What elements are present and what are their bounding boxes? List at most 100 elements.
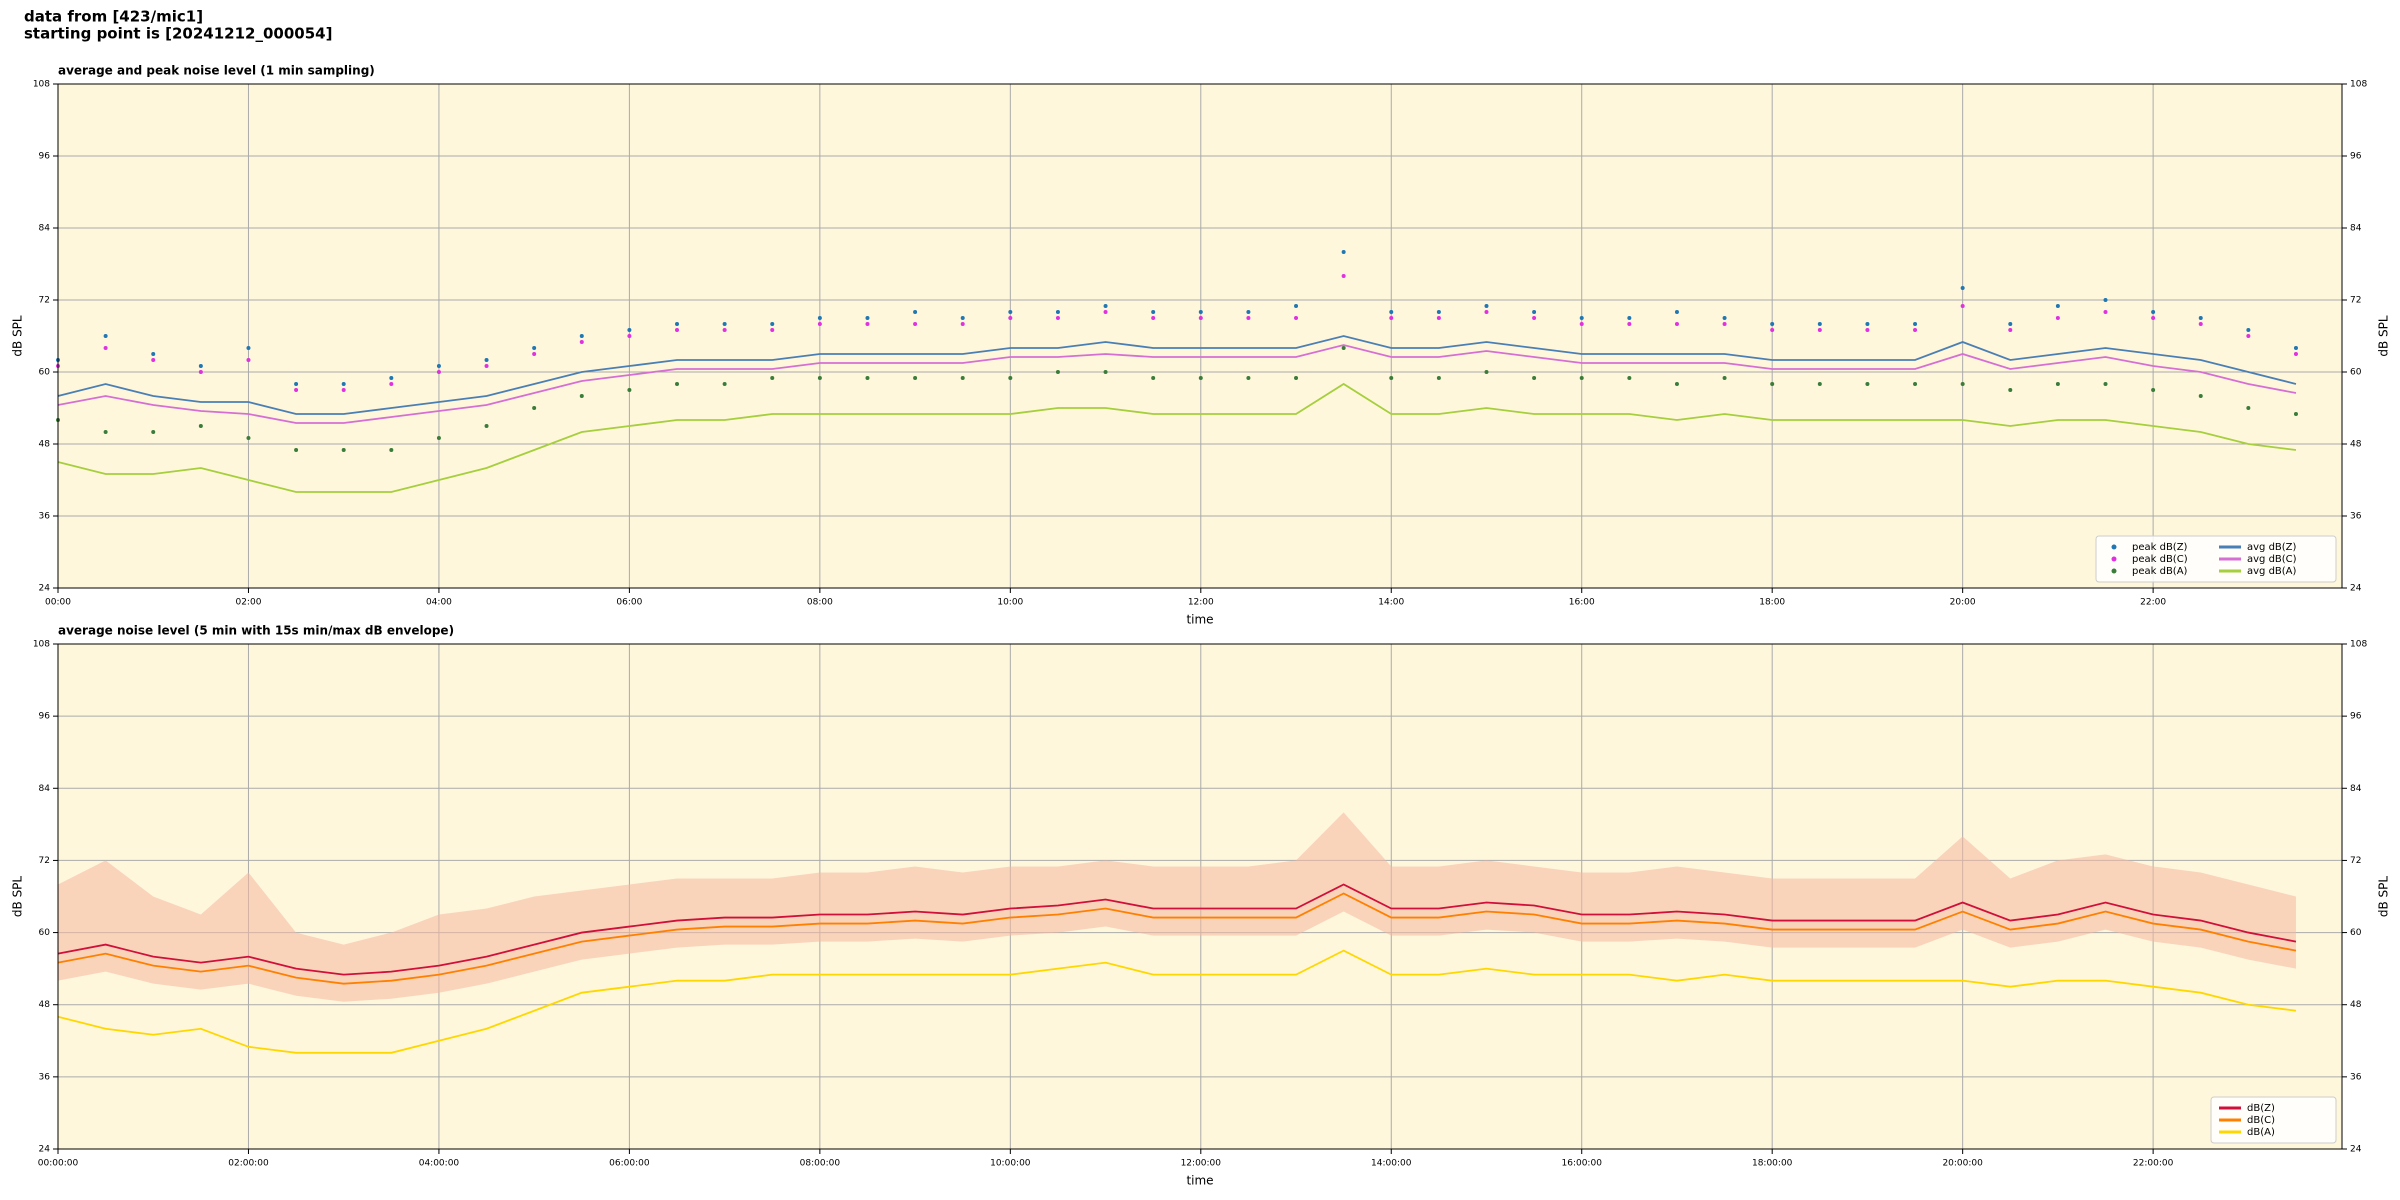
peak-point bbox=[103, 334, 108, 338]
legend-label: dB(Z) bbox=[2247, 1103, 2275, 1114]
suptitle: data from [423/mic1] bbox=[24, 8, 203, 26]
peak-point bbox=[532, 346, 537, 350]
peak-point bbox=[770, 328, 775, 332]
peak-point bbox=[198, 424, 203, 428]
peak-point bbox=[1817, 382, 1822, 386]
legend-box bbox=[2210, 1096, 2337, 1144]
peak-point bbox=[675, 322, 680, 326]
x-tick-label: 20:00 bbox=[1950, 598, 1976, 608]
y2-tick-label: 84 bbox=[2350, 784, 2362, 794]
x-axis-label: time bbox=[1186, 613, 1213, 627]
x-tick-label: 08:00:00 bbox=[800, 1159, 841, 1169]
peak-point bbox=[436, 370, 441, 374]
peak-point bbox=[1151, 316, 1156, 320]
peak-point bbox=[1627, 316, 1632, 320]
peak-point bbox=[484, 424, 489, 428]
peak-point bbox=[865, 322, 870, 326]
peak-point bbox=[294, 448, 299, 452]
legend-label: peak dB(A) bbox=[2132, 566, 2188, 577]
peak-point bbox=[817, 322, 822, 326]
peak-point bbox=[436, 364, 441, 368]
x-tick-label: 14:00 bbox=[1378, 598, 1404, 608]
y2-tick-label: 108 bbox=[2350, 640, 2367, 650]
peak-point bbox=[389, 376, 394, 380]
x-tick-label: 18:00:00 bbox=[1752, 1159, 1793, 1169]
y2-tick-label: 60 bbox=[2350, 368, 2362, 378]
peak-point bbox=[1198, 310, 1203, 314]
series-line bbox=[57, 883, 2297, 976]
peak-point bbox=[627, 328, 632, 332]
x-tick-label: 14:00:00 bbox=[1371, 1159, 1412, 1169]
peak-point bbox=[1627, 322, 1632, 326]
peak-point bbox=[627, 388, 632, 392]
y-tick-label: 60 bbox=[39, 928, 51, 938]
y-tick-label: 60 bbox=[39, 368, 51, 378]
chart-title: average and peak noise level (1 min samp… bbox=[58, 64, 375, 78]
peak-point bbox=[151, 358, 156, 362]
peak-point bbox=[1055, 310, 1060, 314]
peak-point bbox=[865, 376, 870, 380]
x-tick-label: 12:00:00 bbox=[1181, 1159, 1222, 1169]
x-tick-label: 16:00:00 bbox=[1562, 1159, 1603, 1169]
peak-point bbox=[2151, 388, 2156, 392]
peak-point bbox=[960, 376, 965, 380]
peak-point bbox=[1436, 310, 1441, 314]
peak-point bbox=[1246, 376, 1251, 380]
peak-point bbox=[1008, 376, 1013, 380]
x-tick-label: 22:00 bbox=[2140, 598, 2166, 608]
legend-label: avg dB(Z) bbox=[2247, 542, 2297, 553]
peak-point bbox=[1674, 310, 1679, 314]
x-tick-label: 06:00:00 bbox=[609, 1159, 650, 1169]
series-line bbox=[57, 344, 2297, 424]
legend-label: avg dB(A) bbox=[2247, 566, 2297, 577]
y-tick-label: 36 bbox=[39, 512, 51, 522]
peak-point bbox=[960, 322, 965, 326]
peak-point bbox=[2055, 304, 2060, 308]
y-tick-label: 48 bbox=[39, 440, 51, 450]
x-tick-label: 04:00:00 bbox=[419, 1159, 460, 1169]
peak-point bbox=[2151, 310, 2156, 314]
x-tick-label: 04:00 bbox=[426, 598, 452, 608]
peak-point bbox=[1389, 316, 1394, 320]
peak-point bbox=[103, 430, 108, 434]
legend-marker bbox=[2111, 568, 2117, 574]
y-tick-label: 72 bbox=[39, 296, 50, 306]
x-tick-label: 06:00 bbox=[616, 598, 642, 608]
legend-label: peak dB(Z) bbox=[2132, 542, 2188, 553]
y2-tick-label: 96 bbox=[2350, 152, 2362, 162]
peak-point bbox=[1294, 304, 1299, 308]
series-line bbox=[57, 335, 2297, 415]
peak-point bbox=[1008, 310, 1013, 314]
x-tick-label: 20:00:00 bbox=[1942, 1159, 1983, 1169]
peak-point bbox=[2293, 412, 2298, 416]
peak-point bbox=[2293, 352, 2298, 356]
peak-point bbox=[817, 316, 822, 320]
peak-point bbox=[1674, 322, 1679, 326]
peak-point bbox=[484, 364, 489, 368]
peak-point bbox=[2293, 346, 2298, 350]
series-line bbox=[57, 382, 2297, 493]
peak-point bbox=[1246, 310, 1251, 314]
peak-point bbox=[1008, 316, 1013, 320]
peak-point bbox=[341, 448, 346, 452]
peak-point bbox=[1389, 376, 1394, 380]
peak-point bbox=[1579, 322, 1584, 326]
peak-point bbox=[389, 448, 394, 452]
y2-tick-label: 84 bbox=[2350, 224, 2362, 234]
peak-point bbox=[1436, 316, 1441, 320]
peak-point bbox=[722, 382, 727, 386]
x-axis-label: time bbox=[1186, 1174, 1213, 1188]
peak-point bbox=[1532, 376, 1537, 380]
peak-point bbox=[2008, 328, 2013, 332]
peak-point bbox=[1865, 322, 1870, 326]
y2-tick-label: 72 bbox=[2350, 296, 2361, 306]
peak-point bbox=[579, 394, 584, 398]
y-tick-label: 108 bbox=[33, 80, 50, 90]
y2-tick-label: 96 bbox=[2350, 712, 2362, 722]
y2-tick-label: 60 bbox=[2350, 928, 2362, 938]
y2-tick-label: 36 bbox=[2350, 512, 2362, 522]
peak-point bbox=[1341, 250, 1346, 254]
peak-point bbox=[1960, 304, 1965, 308]
y-axis-label: dB SPL bbox=[2377, 315, 2391, 357]
peak-point bbox=[1484, 310, 1489, 314]
